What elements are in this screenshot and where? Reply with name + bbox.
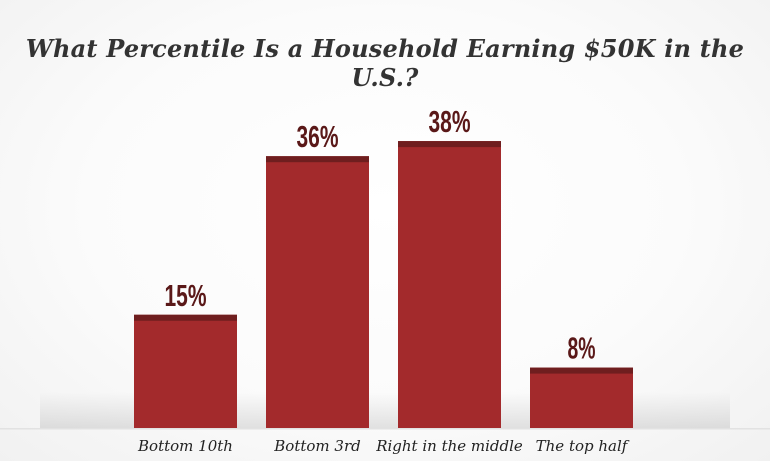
value-label-right-in-the-middle: 38% bbox=[429, 104, 471, 139]
category-label-right-in-the-middle: Right in the middle bbox=[375, 437, 523, 455]
value-label-bottom-3rd: 36% bbox=[297, 119, 339, 154]
labels-layer: 15% Bottom 10th 36% Bottom 3rd 38% Right in t… bbox=[137, 104, 630, 455]
baseline bbox=[0, 428, 770, 430]
bars-layer bbox=[134, 141, 633, 428]
bar-bottom-3rd bbox=[266, 156, 369, 428]
bar-top-right-in-the-middle bbox=[398, 141, 501, 148]
bar-top-bottom-10th bbox=[134, 314, 237, 321]
bar-right-in-the-middle bbox=[398, 141, 501, 428]
category-label-bottom-3rd: Bottom 3rd bbox=[273, 437, 360, 455]
bar-bottom-10th bbox=[134, 314, 237, 428]
bar-the-top-half bbox=[530, 367, 633, 428]
value-label-bottom-10th: 15% bbox=[165, 278, 207, 313]
chart-title: What Percentile Is a Household Earning $… bbox=[25, 34, 745, 92]
value-label-the-top-half: 8% bbox=[568, 331, 596, 366]
category-label-bottom-10th: Bottom 10th bbox=[137, 437, 233, 455]
category-label-the-top-half: The top half bbox=[536, 437, 630, 455]
bar-top-the-top-half bbox=[530, 367, 633, 374]
bar-top-bottom-3rd bbox=[266, 156, 369, 163]
